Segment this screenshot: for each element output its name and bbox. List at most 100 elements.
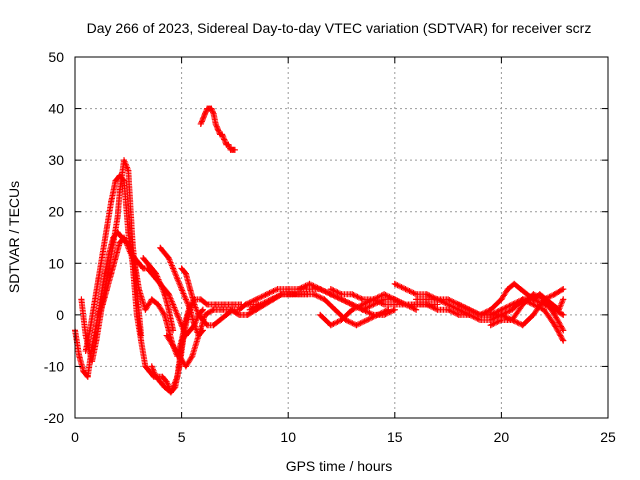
data-point-7-1	[170, 342, 177, 349]
data-point-12-5	[349, 301, 356, 308]
data-point-12-6	[359, 306, 366, 313]
data-point-19-3	[519, 301, 526, 308]
data-point-13-3	[349, 306, 356, 313]
data-point-16-13	[551, 322, 558, 329]
data-point-6-4	[174, 275, 181, 282]
data-point-5-0	[148, 363, 155, 370]
data-point-4-4	[157, 280, 164, 287]
data-point-14-5	[381, 301, 388, 308]
data-point-3-11	[148, 296, 155, 303]
y-tick-label-6: 40	[48, 101, 64, 117]
data-point-19-4	[530, 291, 537, 298]
data-point-5-11	[212, 301, 219, 308]
data-point-16-10	[519, 296, 526, 303]
data-point-11-0	[246, 306, 253, 313]
data-point-7-5	[195, 332, 202, 339]
data-point-12-3	[327, 291, 334, 298]
data-point-14-6	[391, 301, 398, 308]
data-point-16-14	[560, 337, 567, 344]
data-point-9-7	[212, 121, 219, 128]
data-point-2-3	[93, 337, 100, 344]
data-point-4-2	[148, 265, 155, 272]
data-point-14-9	[423, 301, 430, 308]
y-tick-label-3: 10	[48, 255, 64, 271]
data-point-10-6	[306, 286, 313, 293]
data-point-19-0	[487, 322, 494, 329]
data-point-1-10	[125, 229, 132, 236]
series-trace-e	[140, 255, 177, 334]
data-point-1-3	[95, 275, 102, 282]
data-point-9-5	[208, 105, 215, 112]
data-point-2-2	[89, 358, 96, 365]
x-ticks: 0 5 10 15 20 25	[71, 57, 616, 445]
data-point-10-14	[391, 306, 398, 313]
y-tick-label-5: 30	[48, 152, 64, 168]
data-point-11-6	[310, 291, 317, 298]
data-point-17-3	[487, 311, 494, 318]
y-axis-label: SDTVAR / TECUs	[6, 181, 22, 293]
y-tick-label-0: -20	[44, 410, 64, 426]
x-tick-label-1: 5	[178, 429, 186, 445]
data-point-5-10	[204, 301, 211, 308]
data-point-11-1	[257, 301, 264, 308]
data-point-1-15	[146, 368, 153, 375]
x-tick-label-4: 20	[494, 429, 510, 445]
data-point-4-0	[140, 255, 147, 262]
data-point-19-1	[498, 317, 505, 324]
data-point-5-2	[157, 378, 164, 385]
data-point-3-2	[103, 286, 110, 293]
data-point-9-0	[197, 121, 204, 128]
data-point-18-6	[523, 291, 530, 298]
series-path-11	[246, 291, 392, 329]
y-tick-label-2: 0	[56, 307, 64, 323]
data-point-1-5	[103, 224, 110, 231]
data-point-11-3	[278, 291, 285, 298]
data-point-14-10	[434, 306, 441, 313]
data-point-16-9	[509, 306, 516, 313]
data-point-13-2	[338, 317, 345, 324]
data-point-3-5	[116, 239, 123, 246]
data-point-7-4	[189, 353, 196, 360]
data-point-1-14	[142, 363, 149, 370]
data-point-8-8	[216, 317, 223, 324]
data-point-8-3	[191, 301, 198, 308]
data-point-16-2	[434, 296, 441, 303]
data-point-1-2	[91, 301, 98, 308]
data-point-9-10	[219, 131, 226, 138]
data-point-8-5	[199, 317, 206, 324]
data-point-17-4	[498, 311, 505, 318]
data-point-6-7	[187, 306, 194, 313]
data-point-14-1	[338, 291, 345, 298]
data-point-12-4	[338, 296, 345, 303]
data-point-13-7	[391, 296, 398, 303]
data-point-12-2	[317, 286, 324, 293]
data-point-10-0	[242, 301, 249, 308]
data-point-7-3	[182, 363, 189, 370]
data-point-19-5	[541, 296, 548, 303]
data-point-6-1	[161, 249, 168, 256]
data-point-8-4	[195, 311, 202, 318]
data-point-10-2	[263, 291, 270, 298]
data-point-2-8	[114, 213, 121, 220]
data-point-6-0	[157, 244, 164, 251]
data-point-12-7	[370, 301, 377, 308]
data-point-16-0	[413, 296, 420, 303]
data-point-1-6	[108, 198, 115, 205]
data-point-3-8	[131, 260, 138, 267]
data-point-7-7	[210, 306, 217, 313]
data-point-9-16	[231, 146, 238, 153]
data-point-0-3	[84, 373, 91, 380]
series-trace-o	[327, 286, 473, 318]
data-point-16-11	[530, 301, 537, 308]
data-point-5-6	[178, 342, 185, 349]
data-point-0-23	[170, 301, 177, 308]
data-point-14-0	[327, 286, 334, 293]
data-point-11-10	[353, 322, 360, 329]
data-point-2-10	[121, 157, 128, 164]
data-point-4-3	[153, 270, 160, 277]
data-point-11-8	[332, 306, 339, 313]
data-point-8-11	[236, 306, 243, 313]
data-point-14-7	[402, 301, 409, 308]
data-point-5-4	[167, 389, 174, 396]
data-point-5-12	[221, 301, 228, 308]
